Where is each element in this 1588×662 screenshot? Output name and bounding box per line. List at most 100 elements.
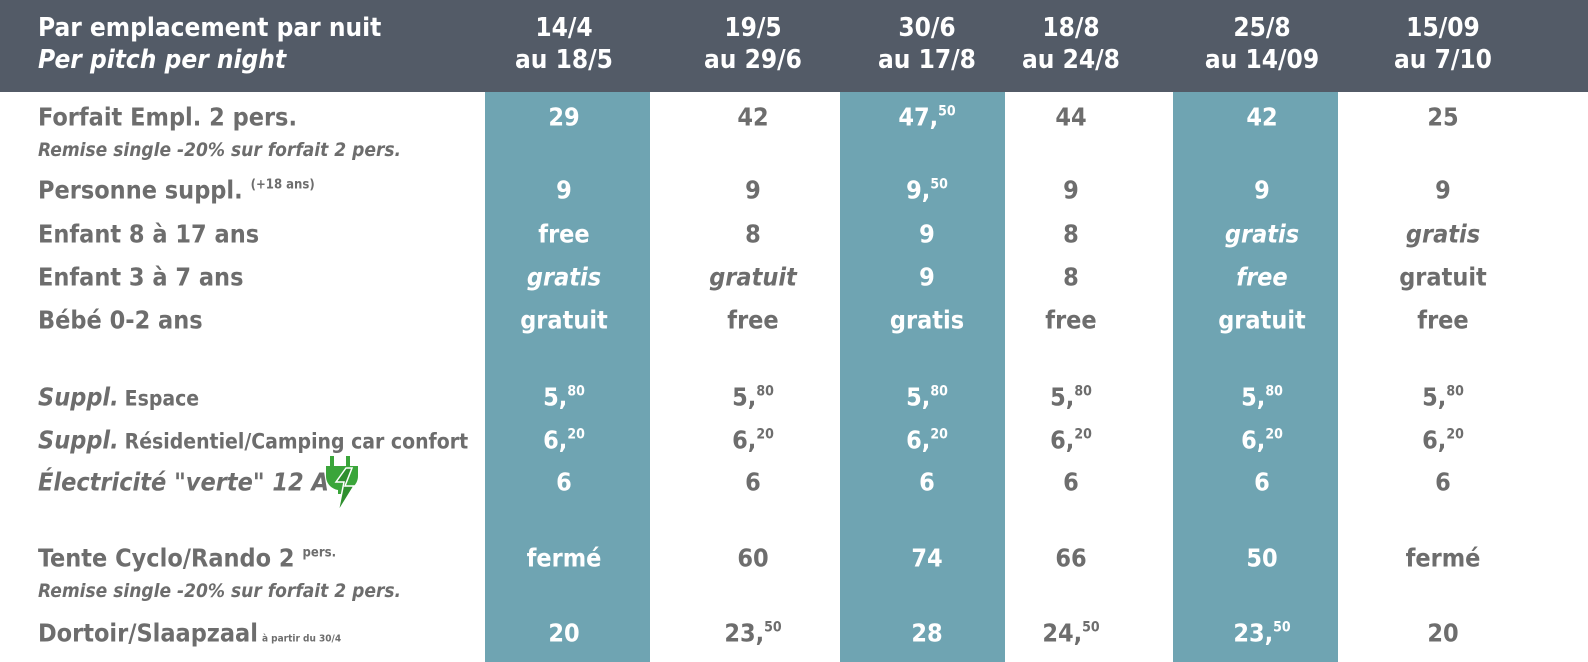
price-main: 8 (745, 219, 761, 249)
price-cell: 60 (737, 544, 768, 573)
price-main: 44 (1055, 102, 1087, 132)
price-cell: gratis (527, 263, 601, 292)
price-main: gratuit (520, 305, 608, 335)
price-cents: 20 (756, 426, 774, 443)
price-cell: gratuit (1218, 306, 1306, 335)
row-label: Dortoir/Slaapzaal à partir du 30/4 (38, 619, 341, 648)
price-main: 8 (1063, 262, 1079, 292)
price-cell: 20 (1427, 619, 1458, 648)
price-cell: 25 (1427, 103, 1458, 132)
price-main: gratuit (709, 262, 797, 292)
row-note: Remise single -20% sur forfait 2 pers. (38, 139, 402, 161)
column-header: 19/5 (724, 13, 782, 43)
column-header: au 18/5 (515, 45, 613, 75)
row-label: Suppl. Résidentiel/Camping car confort (38, 426, 468, 455)
price-cell: 6,20 (732, 426, 774, 455)
price-cell: 66 (1055, 544, 1086, 573)
price-main: 20 (1427, 618, 1459, 648)
price-cents: 80 (1265, 383, 1283, 400)
row-label: Suppl. Espace (38, 383, 199, 412)
price-cell: 29 (548, 103, 579, 132)
price-cell: 9,50 (906, 176, 948, 205)
price-cell: free (1417, 306, 1468, 335)
price-cell: 6,20 (1422, 426, 1464, 455)
price-cell: 6 (1063, 468, 1079, 497)
header-title: Par emplacement par nuit (38, 13, 382, 43)
price-cell: 8 (745, 220, 761, 249)
price-main: 47, (898, 102, 939, 132)
price-cents: 50 (1082, 619, 1100, 636)
price-main: 9 (556, 175, 572, 205)
label-part: Tente Cyclo/Rando 2 (38, 543, 295, 573)
price-cell: 5,80 (1241, 383, 1283, 412)
price-main: 6 (1435, 467, 1451, 497)
price-main: free (1417, 305, 1469, 335)
price-cell: 9 (745, 176, 761, 205)
label-part: Suppl. (38, 382, 119, 412)
label-part: Suppl. (38, 425, 119, 455)
price-main: 8 (1063, 219, 1079, 249)
price-cents: 50 (930, 176, 948, 193)
price-main: 5, (732, 382, 757, 412)
price-cell: 23,50 (1233, 619, 1290, 648)
price-main: fermé (1405, 543, 1481, 573)
column-header: 15/09 (1406, 13, 1480, 43)
price-cents: 20 (1265, 426, 1283, 443)
price-cell: 6,20 (906, 426, 948, 455)
column-header: au 29/6 (704, 45, 802, 75)
column-header: 25/8 (1233, 13, 1291, 43)
price-main: 6 (919, 467, 935, 497)
price-cents: 50 (938, 103, 956, 120)
price-cell: 5,80 (543, 383, 585, 412)
price-main: 24, (1042, 618, 1083, 648)
price-cents: 20 (1446, 426, 1464, 443)
price-cents: 20 (567, 426, 585, 443)
price-main: free (727, 305, 779, 335)
price-cell: free (538, 220, 589, 249)
price-main: free (1045, 305, 1097, 335)
price-cell: gratis (890, 306, 964, 335)
price-main: gratis (1224, 219, 1300, 249)
price-cents: 80 (1446, 383, 1464, 400)
price-cell: 42 (1246, 103, 1277, 132)
price-main: 9 (1435, 175, 1451, 205)
price-cents: 50 (1273, 619, 1291, 636)
price-main: fermé (526, 543, 602, 573)
column-header: 30/6 (898, 13, 956, 43)
price-cents: 20 (1074, 426, 1092, 443)
column-header: 18/8 (1042, 13, 1100, 43)
price-main: 6, (1422, 425, 1447, 455)
price-main: 6, (1050, 425, 1075, 455)
column-band (840, 92, 1005, 662)
price-main: 6 (556, 467, 572, 497)
price-cell: 20 (548, 619, 579, 648)
row-note: Remise single -20% sur forfait 2 pers. (38, 580, 402, 602)
price-cell: 9 (1063, 176, 1079, 205)
label-part: à partir du 30/4 (261, 633, 342, 645)
price-cell: 23,50 (724, 619, 781, 648)
plug-icon (326, 456, 358, 512)
label-part: Enfant 3 à 7 ans (38, 262, 244, 292)
label-part: Forfait Empl. 2 pers. (38, 102, 297, 132)
column-header: 14/4 (535, 13, 593, 43)
price-main: 42 (1246, 102, 1278, 132)
row-label: Bébé 0-2 ans (38, 306, 203, 335)
price-main: 25 (1427, 102, 1459, 132)
label-part: Personne suppl. (38, 175, 243, 205)
price-cell: 5,80 (906, 383, 948, 412)
label-part: pers. (302, 545, 337, 561)
row-label: Personne suppl. (+18 ans) (38, 176, 315, 205)
label-part: (+18 ans) (250, 177, 315, 193)
price-main: 23, (1233, 618, 1274, 648)
price-cell: 6,20 (1050, 426, 1092, 455)
price-cell: gratis (1225, 220, 1299, 249)
price-main: gratuit (1218, 305, 1306, 335)
price-cell: free (1045, 306, 1096, 335)
label-part: Dortoir/Slaapzaal (38, 618, 258, 648)
price-main: 6 (745, 467, 761, 497)
price-cell: 47,50 (898, 103, 955, 132)
price-main: 20 (548, 618, 580, 648)
price-main: 6, (732, 425, 757, 455)
price-main: 6 (1254, 467, 1270, 497)
